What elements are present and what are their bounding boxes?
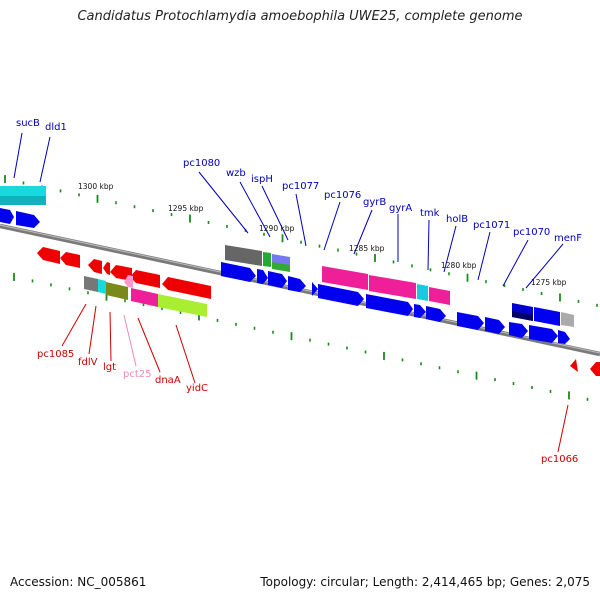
gene-rev-arrow-1 <box>37 247 60 264</box>
gene-fwd-arrow-15 <box>529 325 558 343</box>
gene-rev-arrow-4 <box>103 262 110 275</box>
gene-fwd-arrow-8 <box>318 284 364 306</box>
gene-label-pct25: pct25 <box>123 369 152 380</box>
gene-fwd-arrow-10 <box>414 304 426 318</box>
scale-label: 1285 kbp <box>349 244 385 253</box>
gene-pct25-arrow <box>124 275 133 288</box>
gene-label-pc1070: pc1070 <box>513 227 550 238</box>
gene-dnaA-arrow <box>131 288 158 307</box>
accession-text: Accession: NC_005861 <box>10 575 147 589</box>
gene-wzb-arrow <box>263 252 271 267</box>
gene-menF-arrow-b <box>561 312 574 327</box>
gene-fwd-arrow-13 <box>485 317 505 334</box>
gene-fwd-arrow-4 <box>257 269 268 284</box>
gene-menF-arrow <box>534 307 560 326</box>
gene-label-pc1066: pc1066 <box>541 454 578 465</box>
gene-label-pc1077: pc1077 <box>282 181 319 192</box>
gene-pc1076-arrow <box>322 266 368 290</box>
gene-fwd-arrow-1 <box>0 208 14 224</box>
gene-holB-arrow <box>429 287 450 305</box>
gene-label-tmk: tmk <box>420 208 440 219</box>
gene-label-dld1: dld1 <box>45 122 67 133</box>
scale-labels: 1300 kbp 1295 kbp 1290 kbp 1285 kbp 1280 kbp… <box>78 182 567 287</box>
gene-tmk-arrow <box>417 284 428 301</box>
gene-label-lgt: lgt <box>103 362 116 373</box>
gene-label-gyrB: gyrB <box>363 197 386 208</box>
gene-rev-arrow-6 <box>130 270 160 288</box>
gene-gyrB-arrow <box>369 275 416 299</box>
gene-fwd-arrow-5 <box>268 271 287 288</box>
scale-label: 1290 kbp <box>259 224 295 233</box>
gene-ispH-arrow-b <box>272 262 290 272</box>
gene-label-wzb: wzb <box>226 168 246 179</box>
scale-label: 1280 kbp <box>441 261 477 270</box>
gene-fdlV-arrow <box>98 279 106 294</box>
gene-pc1066-arrow <box>570 359 578 372</box>
topology-text: Topology: circular; Length: 2,414,465 bp… <box>260 575 590 589</box>
scale-label: 1275 kbp <box>531 278 567 287</box>
gene-label-pc1080: pc1080 <box>183 158 220 169</box>
gene-label-sucB: sucB <box>16 118 40 129</box>
gene-fwd-arrow-9 <box>366 294 413 316</box>
gene-pc1085-arrow <box>84 276 98 292</box>
forward-genes-outer <box>0 186 574 327</box>
map-title: Candidatus Protochlamydia amoebophila UW… <box>77 9 523 24</box>
gene-rev-arrow-7 <box>162 277 211 299</box>
gene-fwd-arrow-6 <box>288 276 306 292</box>
reverse-genes <box>37 247 600 376</box>
forward-genes-inner <box>0 208 570 344</box>
gene-label-gyrA: gyrA <box>389 203 412 214</box>
gene-pc1080-arrow <box>225 245 262 266</box>
gene-label-yidC: yidC <box>186 383 208 394</box>
gene-label-pc1085: pc1085 <box>37 349 74 360</box>
gene-label-holB: holB <box>446 214 468 225</box>
gene-rev-arrow-3 <box>88 259 102 274</box>
gene-lgt-arrow <box>106 282 128 300</box>
gene-pc1070-arrow-b <box>512 311 533 321</box>
gene-label-fdlV: fdlV <box>78 357 98 368</box>
gene-fwd-arrow-11 <box>426 306 446 322</box>
gene-leader-lines <box>13 132 569 453</box>
gene-fwd-arrow-12 <box>457 312 484 330</box>
gene-label-menF: menF <box>554 233 582 244</box>
gene-fwd-arrow-14 <box>509 322 528 338</box>
gene-label-pc1076: pc1076 <box>324 190 361 201</box>
gene-fwd-arrow-2 <box>16 211 40 228</box>
gene-sucB-arrow-shade <box>0 196 46 205</box>
gene-label-pc1071: pc1071 <box>473 220 510 231</box>
scale-label: 1300 kbp <box>78 182 114 191</box>
gene-rev-arrow-5 <box>110 265 132 281</box>
gene-fwd-arrow-16 <box>558 330 570 344</box>
gene-fwd-arrow-7 <box>312 282 318 296</box>
gene-rev-arrow-2 <box>60 252 80 268</box>
gene-rev-arrow-8 <box>590 362 600 376</box>
gene-yidC-arrow <box>158 294 207 317</box>
scale-label: 1295 kbp <box>168 204 204 213</box>
gene-fwd-arrow-3 <box>221 262 256 282</box>
gene-label-dnaA: dnaA <box>155 375 181 386</box>
gene-label-ispH: ispH <box>251 174 273 185</box>
